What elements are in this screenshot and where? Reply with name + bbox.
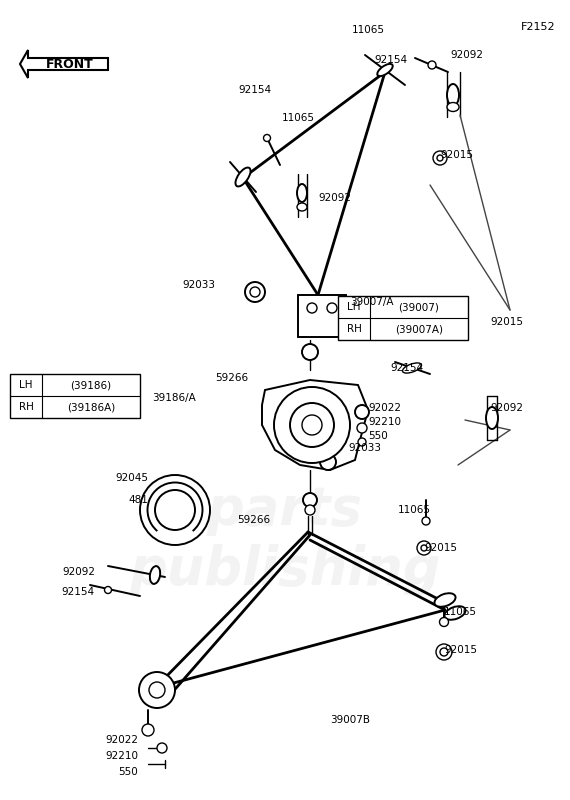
Circle shape bbox=[358, 438, 366, 446]
Circle shape bbox=[305, 505, 315, 515]
Circle shape bbox=[157, 743, 167, 753]
Circle shape bbox=[274, 387, 350, 463]
Ellipse shape bbox=[297, 184, 307, 202]
Text: 11065: 11065 bbox=[398, 505, 431, 515]
Polygon shape bbox=[262, 380, 368, 470]
Ellipse shape bbox=[439, 618, 449, 626]
Circle shape bbox=[245, 282, 265, 302]
Ellipse shape bbox=[104, 586, 112, 594]
Ellipse shape bbox=[428, 61, 436, 69]
Ellipse shape bbox=[486, 407, 498, 429]
Ellipse shape bbox=[297, 203, 307, 211]
Text: 92154: 92154 bbox=[374, 55, 407, 65]
Text: 11065: 11065 bbox=[282, 113, 315, 123]
Text: 59266: 59266 bbox=[215, 373, 248, 383]
Ellipse shape bbox=[422, 517, 430, 525]
Text: (39186A): (39186A) bbox=[67, 402, 115, 412]
Text: 92154: 92154 bbox=[238, 85, 271, 95]
Text: (39186): (39186) bbox=[71, 380, 112, 390]
Circle shape bbox=[320, 454, 336, 470]
Text: 550: 550 bbox=[118, 767, 138, 777]
Text: 92015: 92015 bbox=[490, 317, 523, 327]
Text: 92092: 92092 bbox=[318, 193, 351, 203]
Text: parts
publishing: parts publishing bbox=[129, 484, 441, 596]
Text: 92033: 92033 bbox=[182, 280, 215, 290]
Text: 92092: 92092 bbox=[490, 403, 523, 413]
Ellipse shape bbox=[434, 594, 455, 606]
Ellipse shape bbox=[447, 84, 459, 106]
Polygon shape bbox=[20, 50, 108, 78]
Text: 92022: 92022 bbox=[105, 735, 138, 745]
Circle shape bbox=[440, 648, 448, 656]
Text: 92092: 92092 bbox=[450, 50, 483, 60]
Circle shape bbox=[302, 344, 318, 360]
Circle shape bbox=[250, 287, 260, 297]
Circle shape bbox=[433, 151, 447, 165]
Circle shape bbox=[327, 303, 337, 313]
Text: LH: LH bbox=[19, 380, 32, 390]
Text: 92033: 92033 bbox=[348, 443, 381, 453]
Text: RH: RH bbox=[347, 324, 361, 334]
Text: (39007A): (39007A) bbox=[395, 324, 443, 334]
Circle shape bbox=[417, 541, 431, 555]
Text: 59266: 59266 bbox=[237, 515, 270, 525]
Ellipse shape bbox=[377, 64, 393, 76]
Text: (39007): (39007) bbox=[398, 302, 439, 312]
Ellipse shape bbox=[263, 134, 271, 142]
Circle shape bbox=[302, 415, 322, 435]
Text: 92045: 92045 bbox=[115, 473, 148, 483]
Text: LH: LH bbox=[347, 302, 361, 312]
Text: 11065: 11065 bbox=[444, 607, 477, 617]
Ellipse shape bbox=[235, 167, 251, 186]
Circle shape bbox=[303, 493, 317, 507]
Text: 481: 481 bbox=[128, 495, 148, 505]
Text: 92015: 92015 bbox=[424, 543, 457, 553]
Circle shape bbox=[307, 303, 317, 313]
Circle shape bbox=[155, 490, 195, 530]
FancyBboxPatch shape bbox=[338, 296, 468, 340]
Circle shape bbox=[355, 405, 369, 419]
Text: 39007B: 39007B bbox=[330, 715, 370, 725]
Text: 92092: 92092 bbox=[62, 567, 95, 577]
Ellipse shape bbox=[447, 102, 459, 111]
Circle shape bbox=[142, 724, 154, 736]
Circle shape bbox=[139, 672, 175, 708]
Circle shape bbox=[421, 545, 427, 551]
Circle shape bbox=[140, 475, 210, 545]
FancyBboxPatch shape bbox=[10, 374, 140, 418]
Text: 92210: 92210 bbox=[105, 751, 138, 761]
Circle shape bbox=[437, 155, 443, 161]
Ellipse shape bbox=[150, 566, 160, 584]
Text: 92154: 92154 bbox=[62, 587, 95, 597]
Text: 11065: 11065 bbox=[352, 25, 385, 35]
Circle shape bbox=[149, 682, 165, 698]
Text: FRONT: FRONT bbox=[46, 58, 94, 70]
Text: RH: RH bbox=[19, 402, 34, 412]
Ellipse shape bbox=[445, 606, 466, 620]
Text: 92015: 92015 bbox=[440, 150, 473, 160]
Text: 550: 550 bbox=[368, 431, 388, 441]
FancyBboxPatch shape bbox=[298, 295, 346, 337]
Circle shape bbox=[357, 423, 367, 433]
Text: 92154: 92154 bbox=[390, 363, 423, 373]
Circle shape bbox=[290, 403, 334, 447]
Text: F2152: F2152 bbox=[520, 22, 555, 32]
Text: 92210: 92210 bbox=[368, 417, 401, 427]
Text: 39186/A: 39186/A bbox=[152, 393, 196, 403]
Text: 92022: 92022 bbox=[368, 403, 401, 413]
Text: 92015: 92015 bbox=[444, 645, 477, 655]
Text: 39007/A: 39007/A bbox=[350, 297, 393, 307]
Ellipse shape bbox=[402, 363, 421, 373]
Circle shape bbox=[436, 644, 452, 660]
